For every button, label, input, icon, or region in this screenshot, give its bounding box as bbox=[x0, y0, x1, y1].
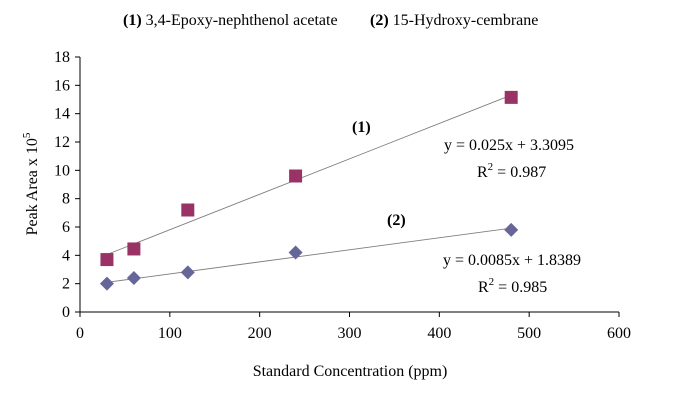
series-2-equation: y = 0.0085x + 1.8389 bbox=[443, 252, 581, 269]
legend: (1) 3,4-Epoxy-nephthenol acetate (2) 15-… bbox=[123, 12, 538, 29]
data-point-series-2 bbox=[99, 276, 114, 291]
x-tick-label: 600 bbox=[607, 325, 631, 342]
legend-entry-1: (1) 3,4-Epoxy-nephthenol acetate bbox=[123, 12, 338, 29]
data-point-series-1 bbox=[100, 253, 114, 267]
legend-entry-2: (2) 15-Hydroxy-cembrane bbox=[370, 12, 538, 29]
series-2-r2: R2 = 0.985 bbox=[478, 276, 547, 296]
x-tick-label: 0 bbox=[76, 325, 84, 342]
data-point-series-1 bbox=[127, 242, 141, 256]
y-tick-label: 12 bbox=[54, 134, 70, 151]
y-tick-label: 18 bbox=[54, 49, 70, 66]
trendlines bbox=[106, 94, 512, 283]
y-tick-label: 14 bbox=[54, 106, 70, 123]
annotations: (1) y = 0.025x + 3.3095 R2 = 0.987 (2) y… bbox=[352, 119, 581, 296]
y-tick-label: 10 bbox=[54, 162, 70, 179]
series-1-r2: R2 = 0.987 bbox=[477, 161, 546, 181]
x-axis-ticks: 0 100 200 300 400 500 600 bbox=[76, 312, 631, 342]
series-1-equation: y = 0.025x + 3.3095 bbox=[444, 137, 574, 154]
data-markers bbox=[99, 90, 519, 291]
data-point-series-1 bbox=[181, 203, 195, 217]
series-1-label: (1) bbox=[352, 119, 371, 136]
y-tick-label: 16 bbox=[54, 77, 70, 94]
trendline-series-1 bbox=[106, 94, 512, 255]
y-axis-label: Peak Area x 105 bbox=[21, 132, 41, 235]
y-tick-label: 8 bbox=[62, 191, 70, 208]
y-tick-label: 4 bbox=[62, 247, 70, 264]
data-point-series-1 bbox=[289, 169, 303, 183]
x-tick-label: 200 bbox=[248, 325, 272, 342]
x-tick-label: 500 bbox=[517, 325, 541, 342]
data-point-series-2 bbox=[504, 222, 519, 237]
y-tick-label: 6 bbox=[62, 219, 70, 236]
y-tick-label: 0 bbox=[62, 304, 70, 321]
data-point-series-2 bbox=[180, 265, 195, 280]
trendline-series-2 bbox=[106, 227, 512, 283]
y-axis-ticks: 0 2 4 6 8 10 12 14 16 18 bbox=[54, 49, 80, 321]
x-tick-label: 400 bbox=[427, 325, 451, 342]
data-point-series-2 bbox=[288, 245, 303, 260]
y-tick-label: 2 bbox=[62, 276, 70, 293]
data-point-series-2 bbox=[126, 271, 141, 285]
x-tick-label: 100 bbox=[158, 325, 182, 342]
series-2-label: (2) bbox=[387, 212, 406, 229]
x-axis-label: Standard Concentration (ppm) bbox=[253, 363, 448, 380]
x-tick-label: 300 bbox=[338, 325, 362, 342]
data-point-series-1 bbox=[504, 90, 518, 104]
